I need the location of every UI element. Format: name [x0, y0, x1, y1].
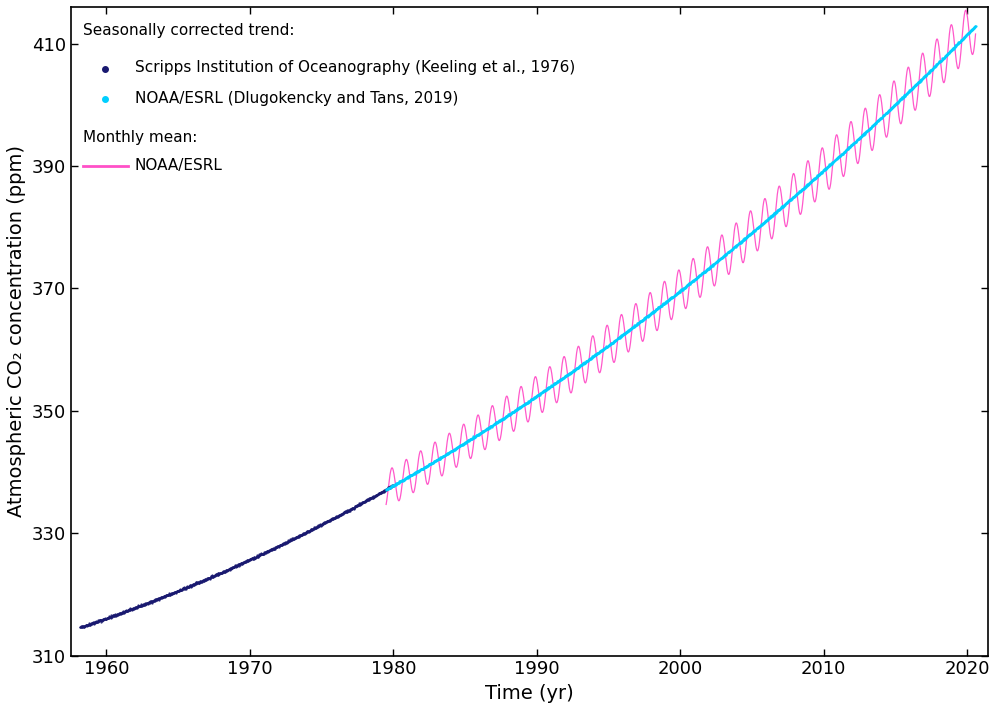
Text: NOAA/ESRL: NOAA/ESRL: [135, 158, 223, 173]
Text: NOAA/ESRL (Dlugokencky and Tans, 2019): NOAA/ESRL (Dlugokencky and Tans, 2019): [135, 91, 458, 106]
Text: Seasonally corrected trend:: Seasonally corrected trend:: [83, 23, 294, 38]
Y-axis label: Atmospheric CO₂ concentration (ppm): Atmospheric CO₂ concentration (ppm): [7, 146, 26, 518]
Text: Monthly mean:: Monthly mean:: [83, 130, 197, 146]
Text: Scripps Institution of Oceanography (Keeling et al., 1976): Scripps Institution of Oceanography (Kee…: [135, 60, 575, 75]
X-axis label: Time (yr): Time (yr): [485, 684, 574, 703]
